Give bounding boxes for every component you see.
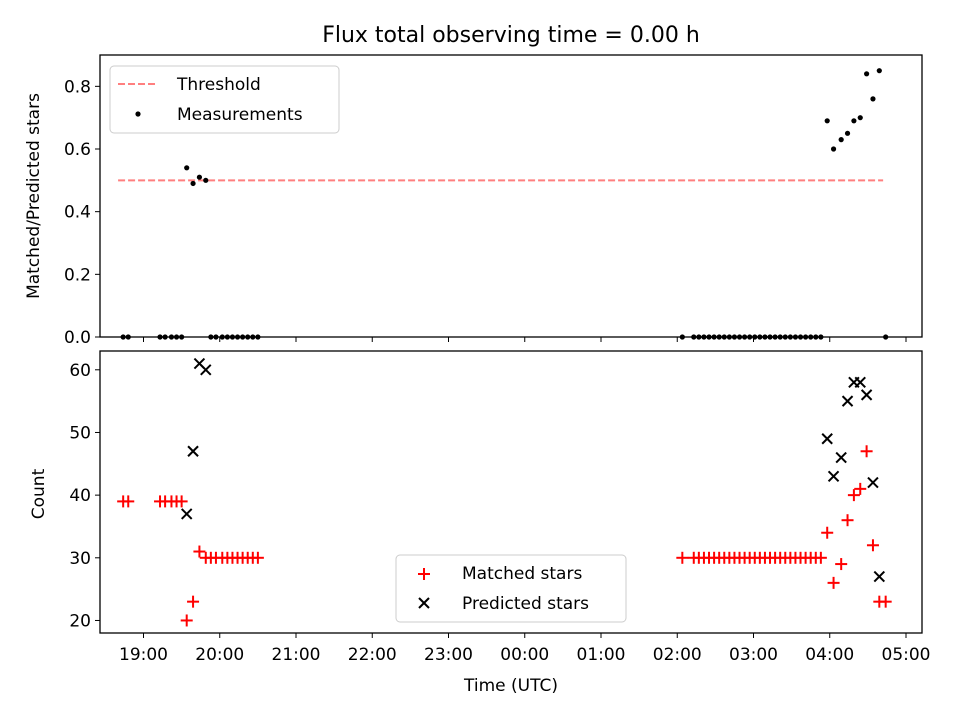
matched-star-point [841, 514, 854, 527]
x-tick-label: 23:00 [424, 645, 473, 665]
matched-star-point [122, 495, 135, 508]
top-legend: Threshold Measurements [109, 65, 340, 134]
predicted-star-point [873, 570, 886, 583]
bottom-panel: 20 30 40 50 60 19:00 20:00 21:00 22:00 23:00 00:0… [29, 350, 931, 696]
y-tick-label: 30 [69, 549, 91, 569]
legend-threshold-label: Threshold [176, 75, 261, 95]
matched-star-point [193, 545, 206, 558]
matched-star-point [854, 482, 867, 495]
legend-measurements-swatch [135, 111, 141, 117]
predicted-star-point [860, 389, 873, 401]
chart-title: Flux total observing time = 0.00 h [322, 23, 700, 48]
measurement-point [824, 118, 830, 124]
x-tick-label: 20:00 [195, 645, 244, 665]
measurement-point [870, 96, 876, 102]
legend-measurements-label: Measurements [177, 105, 303, 125]
bottom-legend-frame [395, 554, 627, 623]
matched-star-point [175, 495, 188, 508]
y-tick-label: 0.6 [64, 140, 91, 160]
legend-matched-swatch [418, 568, 430, 580]
bottom-x-ticks: 19:00 20:00 21:00 22:00 23:00 00:00 01:00 02:00… [119, 633, 931, 665]
predicted-star-point [200, 364, 212, 376]
x-tick-label: 01:00 [577, 645, 626, 665]
predicted-star-point [827, 470, 840, 483]
y-tick-label: 40 [69, 486, 91, 506]
measurement-point [844, 130, 851, 136]
legend-predicted-label: Predicted stars [462, 594, 589, 614]
x-tick-label: 19:00 [119, 645, 168, 665]
measurement-point [830, 146, 837, 152]
y-tick-label: 0.2 [64, 265, 91, 285]
y-tick-label: 0.4 [64, 203, 91, 223]
matched-star-point [866, 539, 879, 552]
matched-star-point [879, 595, 892, 608]
predicted-star-point [835, 451, 847, 464]
matched-star-point [860, 445, 873, 458]
top-legend-frame [109, 65, 340, 134]
predicted-star-point [841, 395, 854, 407]
y-tick-label: 0.0 [64, 328, 91, 348]
matched-star-point [676, 551, 689, 564]
bottom-y-ticks: 20 30 40 50 60 [69, 361, 100, 631]
y-tick-label: 0.8 [64, 77, 91, 97]
legend-matched-label: Matched stars [462, 564, 582, 584]
measurement-point [864, 71, 870, 77]
bottom-y-axis-label: Count [29, 468, 49, 519]
matched-star-point [847, 489, 860, 502]
measurement-point [190, 180, 196, 187]
predicted-star-point [187, 445, 199, 457]
matched-star-point [827, 576, 840, 589]
measurement-point [184, 165, 190, 171]
matched-star-point [821, 526, 834, 539]
x-tick-label: 21:00 [272, 645, 321, 665]
matched-star-point [251, 551, 264, 564]
x-axis-label: Time (UTC) [463, 676, 558, 696]
measurement-point [196, 174, 203, 180]
matched-star-point [180, 614, 193, 627]
y-tick-label: 50 [69, 423, 91, 443]
top-axes-frame [99, 54, 923, 338]
top-y-axis-label: Matched/Predicted stars [24, 93, 44, 299]
y-tick-label: 60 [69, 361, 91, 381]
x-tick-label: 04:00 [805, 645, 854, 665]
bottom-plot-marks [117, 357, 892, 627]
bottom-legend: Matched stars Predicted stars [395, 554, 627, 623]
top-panel: 0.00.20.40.60.8 Matched/Predicted stars … [24, 54, 923, 348]
matched-star-point [187, 595, 200, 608]
predicted-star-point [854, 376, 866, 389]
x-tick-label: 22:00 [348, 645, 397, 665]
bottom-axes-frame [99, 350, 923, 634]
x-tick-label: 02:00 [653, 645, 702, 665]
x-tick-label: 05:00 [882, 645, 931, 665]
matched-star-point [814, 551, 827, 564]
predicted-star-point [821, 433, 833, 445]
x-tick-label: 03:00 [729, 645, 778, 665]
predicted-star-point [181, 508, 193, 520]
predicted-star-point [867, 476, 879, 489]
y-tick-label: 20 [69, 611, 91, 631]
x-tick-label: 00:00 [500, 645, 549, 665]
measurement-point [857, 115, 863, 121]
matched-star-point [835, 558, 848, 571]
measurement-point [851, 118, 857, 124]
measurement-point [838, 137, 844, 143]
top-y-ticks: 0.0 0.2 0.4 0.6 0.8 [64, 77, 100, 348]
measurement-point [203, 177, 209, 183]
legend-predicted-swatch [418, 597, 430, 609]
top-x-ticks [143, 337, 907, 342]
measurement-point [876, 68, 882, 74]
